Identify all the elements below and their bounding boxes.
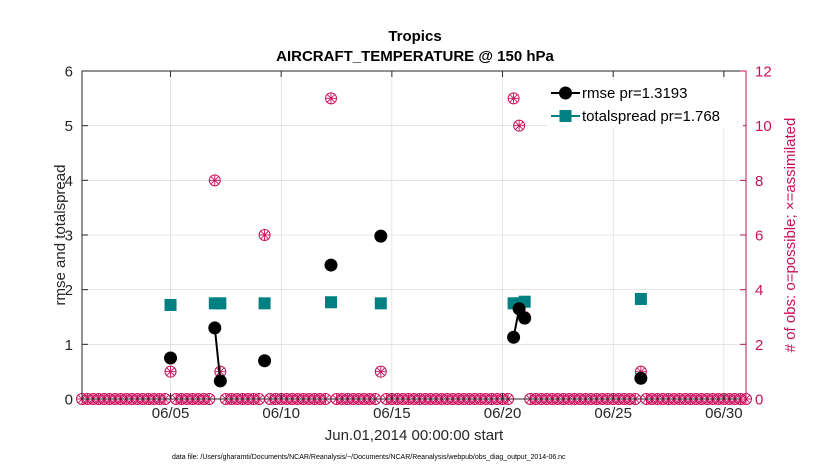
totalspread-point	[634, 292, 647, 305]
legend-rmse-marker	[559, 86, 572, 100]
left-y-tick-label: 0	[65, 392, 73, 409]
right-y-tick-label: 4	[755, 282, 763, 299]
rmse-point	[518, 311, 532, 325]
rmse-point	[213, 374, 227, 388]
left-y-tick-label: 3	[65, 228, 73, 245]
rmse-point	[258, 354, 272, 368]
x-tick-label: 06/05	[152, 405, 190, 422]
right-y-axis-label: # of obs: o=possible; ×=assimilated	[782, 118, 799, 353]
obs-count-marker	[513, 119, 526, 132]
left-y-tick-label: 2	[65, 282, 73, 299]
obs-count-marker	[325, 92, 337, 105]
totalspread-point	[374, 297, 387, 310]
right-y-tick-label: 0	[755, 392, 763, 409]
obs-count-marker	[507, 92, 520, 105]
right-y-tick-label: 2	[755, 337, 763, 354]
left-y-tick-label: 4	[65, 173, 73, 190]
x-axis-label: Jun.01,2014 00:00:00 start	[325, 427, 504, 444]
x-tick-label: 06/10	[262, 405, 300, 422]
chart-subtitle: AIRCRAFT_TEMPERATURE @ 150 hPa	[276, 48, 554, 65]
rmse-point	[634, 371, 648, 385]
legend-totalspread-marker	[559, 110, 572, 122]
obs-cross-d2	[376, 367, 386, 376]
rmse-point	[374, 229, 388, 243]
left-y-tick-label: 6	[65, 64, 73, 81]
totalspread-point	[325, 296, 337, 309]
right-y-tick-label: 6	[755, 228, 763, 245]
obs-cross-d2	[514, 121, 524, 130]
obs-count-marker	[258, 229, 271, 241]
obs-count-marker	[208, 174, 221, 187]
rmse-point	[164, 351, 178, 365]
x-tick-label: 06/25	[594, 405, 632, 422]
series-layer	[164, 229, 648, 388]
rmse-line-segment	[213, 327, 222, 382]
obs-cross-d2	[509, 94, 518, 103]
totalspread-point	[258, 297, 271, 310]
rmse-point	[208, 321, 222, 335]
x-tick-label: 06/20	[484, 405, 522, 422]
obs-count-marker	[164, 365, 177, 378]
legend-rmse-label: rmse pr=1.3193	[582, 85, 687, 102]
x-tick-label: 06/30	[705, 405, 743, 422]
right-y-tick-label: 12	[755, 64, 772, 81]
totalspread-point	[164, 298, 177, 311]
legend-box	[547, 80, 743, 128]
left-y-tick-label: 1	[65, 337, 73, 354]
right-y-tick-label: 10	[755, 118, 772, 135]
totalspread-point	[214, 297, 227, 310]
right-y-tick-label: 8	[755, 173, 763, 190]
rmse-point	[507, 330, 521, 344]
left-y-axis: 0 1 2 3 4 5 6	[65, 64, 88, 409]
data-file-footnote: data file: /Users/gharamti/Documents/NCA…	[172, 454, 566, 461]
x-tick-label: 06/15	[373, 405, 411, 422]
legend: rmse pr=1.3193 totalspread pr=1.768	[547, 80, 743, 128]
obs-count-marker	[374, 365, 387, 378]
left-y-tick-label: 5	[65, 118, 73, 135]
legend-totalspread-label: totalspread pr=1.768	[582, 108, 720, 125]
obs-cross-d2	[166, 367, 175, 376]
obs-cross-d2	[210, 176, 220, 185]
x-axis: 06/05 06/10 06/15 06/20 06/25 06/30	[152, 71, 743, 422]
obs-cross-d2	[260, 230, 269, 240]
obs-cross-d2	[326, 94, 336, 103]
chart-title: Tropics	[388, 28, 441, 45]
left-y-axis-label: rmse and totalspread	[52, 165, 69, 306]
rmse-point	[324, 258, 338, 272]
